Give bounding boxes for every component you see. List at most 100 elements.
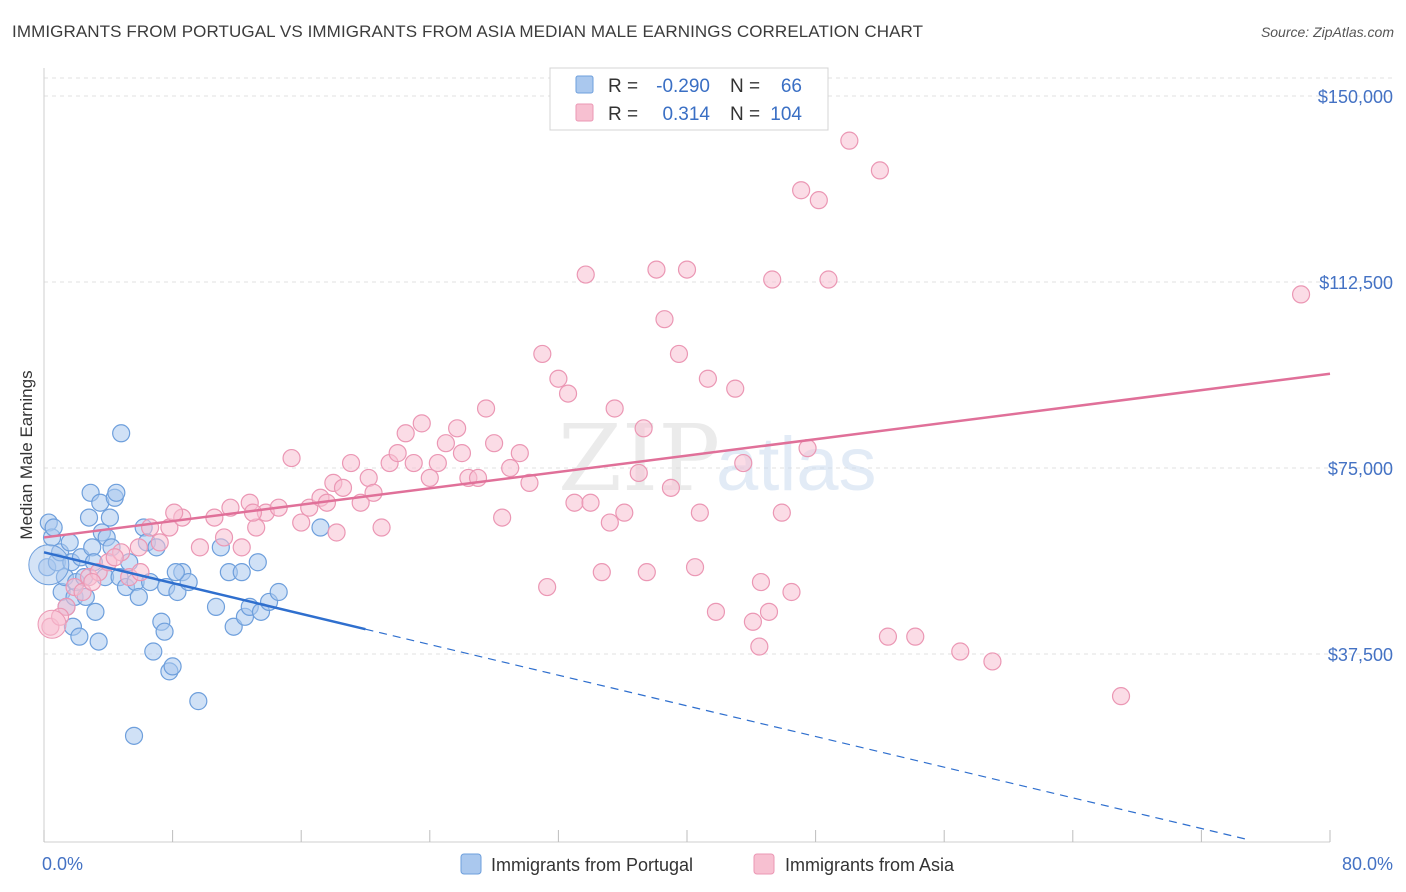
asia-point-84: [819, 270, 838, 289]
asia-point-76: [750, 637, 769, 656]
asia-point-65: [655, 310, 674, 329]
asia-point-42: [448, 419, 467, 438]
asia-points: [37, 131, 1311, 706]
source-credit: Source: ZipAtlas.com: [1260, 24, 1394, 40]
asia-point-72: [706, 602, 726, 621]
portugal-point-22: [86, 602, 105, 621]
portugal-point-52: [189, 692, 208, 711]
asia-trend-line: [43, 372, 1331, 539]
portugal-point-53: [206, 597, 226, 616]
asia-point-66: [661, 478, 681, 497]
asia-point-28: [333, 478, 353, 497]
portugal-point-45: [155, 622, 174, 641]
legend-r-label-1: R =: [608, 76, 638, 97]
y-tick-label-1: $75,000: [1328, 459, 1393, 479]
asia-point-79: [772, 503, 791, 522]
asia-point-53: [549, 369, 568, 388]
portugal-point-3: [44, 518, 63, 537]
asia-point-9: [140, 518, 160, 537]
axes: [43, 68, 1331, 843]
asia-point-32: [364, 483, 383, 502]
asia-point-60: [605, 399, 624, 418]
asia-point-51: [533, 344, 552, 364]
asia-point-55: [565, 493, 584, 512]
legend-n-value-1: 66: [781, 76, 802, 97]
x-tick-label-0: 0.0%: [42, 854, 83, 874]
asia-point-83: [809, 191, 828, 210]
asia-point-48: [501, 458, 520, 478]
bottom-swatch-asia: [753, 853, 775, 875]
portugal-point-57: [232, 563, 251, 582]
legend-r-label-2: R =: [608, 104, 638, 125]
asia-point-89: [951, 642, 970, 661]
asia-point-92: [1291, 285, 1311, 304]
asia-point-40: [428, 453, 447, 473]
asia-point-57: [581, 493, 600, 512]
asia-point-13: [190, 538, 210, 557]
portugal-point-36: [124, 726, 144, 745]
asia-point-58: [592, 563, 611, 582]
asia-point-33: [372, 518, 391, 537]
watermark: ZIP atlas: [558, 405, 877, 512]
legend-n-label-2: N =: [730, 104, 760, 125]
y-tick-label-3: $150,000: [1318, 87, 1393, 107]
asia-point-46: [485, 434, 504, 453]
asia-point-67: [669, 344, 689, 364]
asia-point-45: [476, 399, 496, 418]
asia-point-80: [782, 582, 801, 602]
asia-point-10: [150, 533, 169, 552]
asia-point-38: [412, 414, 431, 433]
y-tick-label-2: $112,500: [1319, 273, 1393, 293]
asia-point-50: [520, 473, 539, 492]
asia-point-78: [763, 270, 782, 289]
asia-point-59: [600, 513, 619, 532]
asia-point-61: [615, 503, 634, 522]
portugal-point-60: [248, 553, 267, 572]
legend-r-value-2: 0.314: [662, 104, 710, 125]
legend-swatch-portugal: [575, 75, 594, 94]
asia-point-86: [870, 161, 890, 180]
portugal-point-64: [311, 518, 330, 537]
asia-point-29: [341, 453, 361, 473]
asia-point-93: [105, 548, 124, 567]
portugal-point-large: [28, 544, 70, 586]
y-axis-label: Median Male Earnings: [17, 370, 36, 539]
asia-point-41: [436, 434, 455, 453]
portugal-point-9: [60, 533, 79, 552]
asia-point-81: [792, 181, 811, 200]
portugal-point-33: [112, 424, 131, 443]
asia-point-15: [214, 528, 234, 547]
asia-point-102: [634, 419, 653, 438]
asia-point-22: [282, 448, 301, 468]
portugal-trend-extension: [365, 628, 1250, 841]
asia-point-39: [420, 468, 439, 488]
y-tick-label-0: $37,500: [1328, 645, 1393, 665]
portugal-trend-line: [43, 551, 366, 631]
asia-point-91: [1111, 687, 1131, 706]
portugal-point-31: [107, 483, 126, 502]
series-legend: Immigrants from Portugal Immigrants from…: [460, 853, 955, 875]
asia-point-49: [510, 444, 529, 463]
asia-point-71: [698, 369, 717, 388]
asia-point-52: [538, 577, 557, 597]
asia-point-68: [677, 260, 697, 279]
asia-point-103: [751, 572, 771, 592]
chart-title: IMMIGRANTS FROM PORTUGAL VS IMMIGRANTS F…: [12, 22, 924, 41]
asia-point-8: [129, 538, 148, 557]
portugal-point-63: [269, 582, 288, 602]
asia-point-77: [759, 602, 779, 621]
asia-point-87: [878, 627, 898, 646]
asia-point-69: [685, 558, 705, 577]
tick-labels: $37,500 $75,000 $112,500 $150,000 0.0% 80.0%: [42, 87, 1393, 874]
asia-point-63: [637, 563, 656, 582]
asia-point-37: [404, 453, 423, 473]
asia-point-98: [165, 503, 184, 522]
portugal-point-28: [100, 508, 120, 527]
asia-point-35: [388, 444, 407, 463]
portugal-point-48: [163, 657, 182, 676]
legend-swatch-asia: [575, 103, 594, 122]
asia-point-54: [558, 384, 578, 403]
asia-point-64: [647, 260, 666, 279]
asia-point-47: [493, 508, 512, 527]
